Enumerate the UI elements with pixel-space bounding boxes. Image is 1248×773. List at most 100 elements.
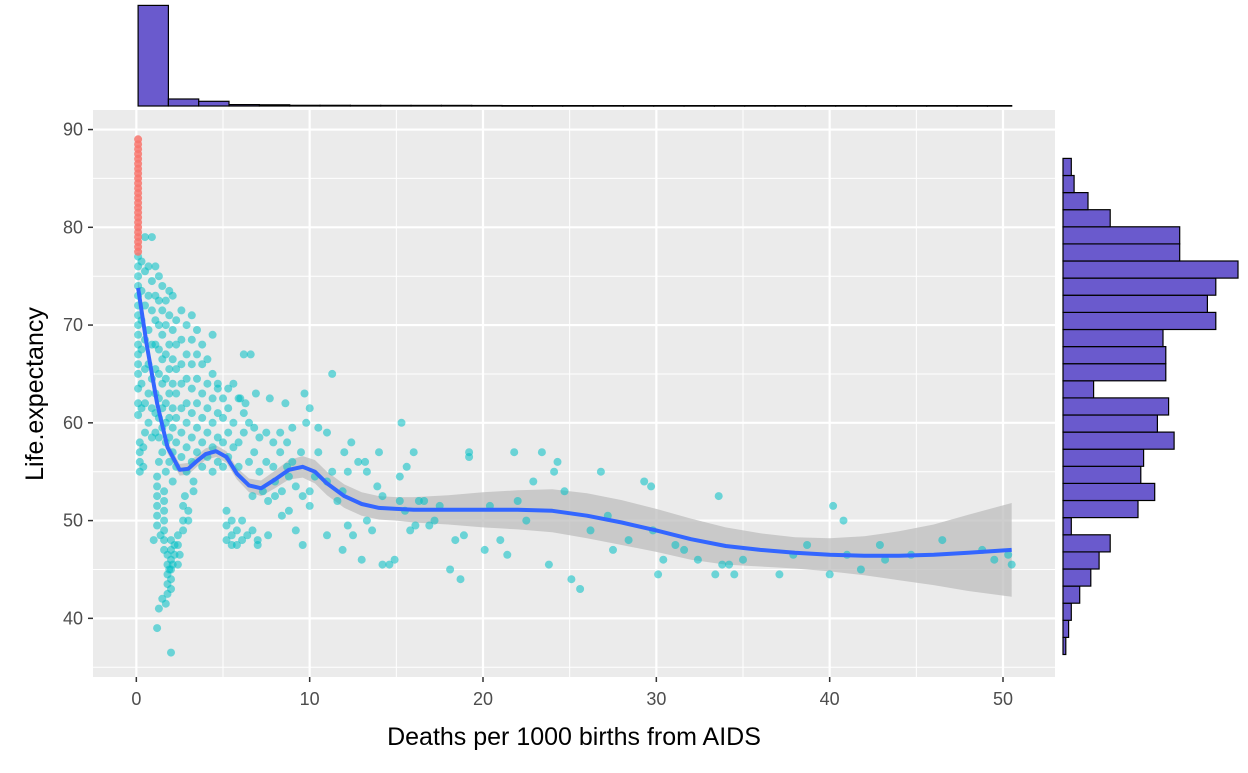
data-point xyxy=(250,448,259,457)
data-point xyxy=(203,428,212,437)
data-point xyxy=(172,389,181,398)
histogram-bar xyxy=(1062,397,1170,416)
data-point xyxy=(243,531,252,540)
data-point xyxy=(154,433,163,442)
data-point xyxy=(154,321,163,330)
data-point xyxy=(234,438,243,447)
data-point xyxy=(239,350,248,359)
histogram-bar xyxy=(804,104,837,107)
histogram-bar xyxy=(1062,311,1217,331)
data-point xyxy=(236,394,245,403)
data-point xyxy=(803,541,812,549)
data-point xyxy=(203,379,212,388)
data-point xyxy=(718,560,727,569)
histogram-bar xyxy=(1062,534,1111,553)
data-point xyxy=(208,418,217,427)
data-point xyxy=(647,482,656,491)
data-point xyxy=(251,389,260,398)
data-point xyxy=(153,501,162,510)
data-point xyxy=(182,399,191,408)
data-point xyxy=(213,457,222,466)
data-point xyxy=(177,306,186,315)
smooth-line xyxy=(136,287,1012,558)
data-point xyxy=(160,516,169,525)
histogram-bar xyxy=(1062,243,1181,262)
data-point xyxy=(314,423,323,432)
data-point xyxy=(825,570,834,579)
data-point xyxy=(361,457,370,466)
data-point xyxy=(314,448,323,457)
data-point xyxy=(671,541,680,549)
data-point xyxy=(284,472,293,481)
data-point xyxy=(134,411,143,419)
data-point xyxy=(262,428,271,437)
data-point xyxy=(179,501,188,510)
histogram-bar xyxy=(1062,619,1070,638)
data-point xyxy=(238,516,247,525)
data-point xyxy=(172,340,181,349)
data-point xyxy=(144,418,153,427)
data-point xyxy=(291,526,300,535)
data-point xyxy=(158,306,167,315)
data-point xyxy=(168,326,177,334)
histogram-bar xyxy=(1062,174,1075,194)
data-point xyxy=(510,448,519,457)
data-point xyxy=(184,506,193,515)
data-point xyxy=(730,570,739,579)
data-point xyxy=(208,394,217,403)
histogram-bar xyxy=(865,104,897,107)
data-point xyxy=(137,379,146,388)
data-point xyxy=(277,487,286,496)
data-point xyxy=(305,487,314,496)
data-point xyxy=(232,526,241,535)
data-point xyxy=(503,550,512,559)
data-point xyxy=(357,555,366,564)
data-point xyxy=(349,531,357,540)
data-point xyxy=(390,555,399,564)
data-point xyxy=(990,555,999,564)
data-point xyxy=(693,555,702,564)
histogram-bar xyxy=(622,104,655,107)
data-point xyxy=(298,541,307,549)
data-point xyxy=(198,413,207,422)
data-point xyxy=(567,575,576,584)
histogram-bar xyxy=(289,104,321,107)
data-point xyxy=(154,272,163,281)
data-point xyxy=(208,330,217,339)
histogram-bar xyxy=(713,104,746,107)
histogram-bar xyxy=(1062,568,1092,587)
data-point xyxy=(173,531,182,540)
data-point xyxy=(161,399,170,408)
data-point xyxy=(180,492,189,501)
y-tick-label: 70 xyxy=(63,315,83,335)
histogram-bar xyxy=(1062,380,1095,399)
data-point xyxy=(144,262,153,271)
data-point xyxy=(640,477,649,486)
data-point xyxy=(465,448,474,457)
data-point xyxy=(141,233,149,242)
data-point xyxy=(158,448,167,457)
data-point xyxy=(241,399,250,408)
histogram-bar xyxy=(471,104,503,107)
y-tick-label: 60 xyxy=(63,413,83,433)
x-tick-label: 40 xyxy=(820,689,840,709)
data-point xyxy=(234,462,243,471)
scatter-points-high xyxy=(134,135,143,256)
data-point xyxy=(255,433,264,442)
data-point xyxy=(338,545,347,554)
right-marginal-histogram xyxy=(1062,157,1239,656)
data-point xyxy=(172,413,181,422)
histogram-bar xyxy=(1062,192,1089,211)
data-point xyxy=(291,482,300,491)
data-point xyxy=(193,423,201,432)
data-point xyxy=(245,418,253,427)
data-point xyxy=(550,467,559,476)
histogram-bar xyxy=(1062,517,1072,536)
data-point xyxy=(288,457,297,466)
y-axis-ticks: 40 50 60 70 80 90 xyxy=(63,120,93,628)
data-point xyxy=(187,409,196,418)
data-point xyxy=(856,565,865,574)
data-point xyxy=(229,443,238,452)
histogram-bar xyxy=(1062,157,1072,177)
data-point xyxy=(265,394,274,403)
